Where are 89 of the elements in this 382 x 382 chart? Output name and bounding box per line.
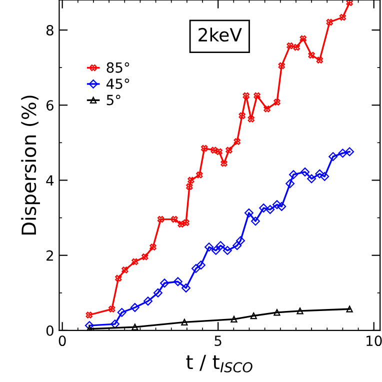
point [300, 35, 306, 42]
point [345, 147, 354, 156]
point [300, 167, 310, 176]
point [86, 326, 93, 330]
point [142, 254, 148, 260]
legend-label: 85° [106, 62, 130, 73]
point [286, 42, 294, 50]
point [238, 112, 246, 119]
point [272, 200, 282, 210]
point [250, 312, 257, 320]
legend-label: 5° [106, 94, 120, 106]
y-tick-label: 2 [46, 250, 53, 261]
point [296, 308, 304, 314]
point [171, 216, 178, 223]
point [242, 92, 250, 100]
point [230, 316, 238, 322]
x-tick-label: 5 [214, 336, 222, 346]
point [191, 264, 200, 273]
point [132, 324, 138, 330]
point [110, 320, 120, 329]
y-tick-label: 4 [46, 175, 54, 186]
point [201, 144, 208, 152]
point [157, 216, 164, 223]
point [130, 303, 140, 312]
point [338, 148, 348, 158]
x-tick-label: 0 [58, 336, 66, 346]
annotation: 2keV [198, 28, 242, 42]
point [308, 52, 315, 59]
point [254, 92, 260, 100]
y-tick-label: 0 [46, 325, 54, 336]
point [188, 176, 194, 184]
point [216, 241, 226, 250]
point [204, 242, 214, 252]
point [266, 205, 275, 214]
point [274, 309, 280, 316]
point [122, 266, 128, 274]
point [182, 284, 190, 292]
point [315, 169, 324, 178]
point [196, 172, 203, 178]
y-tick-label: 6 [46, 100, 54, 111]
point [181, 318, 188, 326]
point [222, 246, 232, 255]
point [226, 146, 232, 154]
point [259, 204, 268, 213]
point [211, 246, 220, 255]
point [232, 241, 242, 250]
point [320, 172, 330, 181]
y-axis-title: Dispersion (%) [21, 96, 40, 234]
point [132, 258, 138, 266]
point [248, 116, 254, 122]
point [220, 160, 228, 167]
point [160, 278, 169, 288]
point [274, 98, 280, 106]
point [277, 202, 286, 211]
point [307, 174, 316, 184]
point [150, 244, 156, 250]
point [144, 296, 152, 306]
point [108, 306, 116, 312]
point [178, 220, 184, 228]
point [244, 208, 254, 218]
point [234, 138, 240, 145]
point [316, 56, 323, 64]
point [196, 260, 206, 270]
x-axis-title: t / t$_{ISCO}$ [186, 354, 252, 372]
point [286, 179, 295, 188]
point [328, 152, 338, 162]
y-tick-label: 8 [46, 25, 54, 36]
point [84, 321, 94, 330]
point [346, 0, 353, 6]
point [117, 308, 126, 317]
point [186, 183, 193, 190]
point [289, 170, 298, 180]
point [339, 14, 346, 21]
point [210, 146, 218, 154]
x-tick-label: 10 [366, 336, 382, 346]
point [264, 106, 270, 112]
point [326, 18, 333, 26]
point [278, 62, 285, 70]
point [346, 306, 353, 312]
point [182, 219, 190, 226]
point [173, 277, 182, 286]
point [216, 148, 222, 156]
point [293, 44, 300, 51]
point [115, 274, 122, 282]
point [236, 236, 246, 246]
point [153, 288, 162, 298]
point [86, 312, 92, 318]
point [250, 216, 260, 226]
legend-label: 45° [106, 78, 130, 90]
